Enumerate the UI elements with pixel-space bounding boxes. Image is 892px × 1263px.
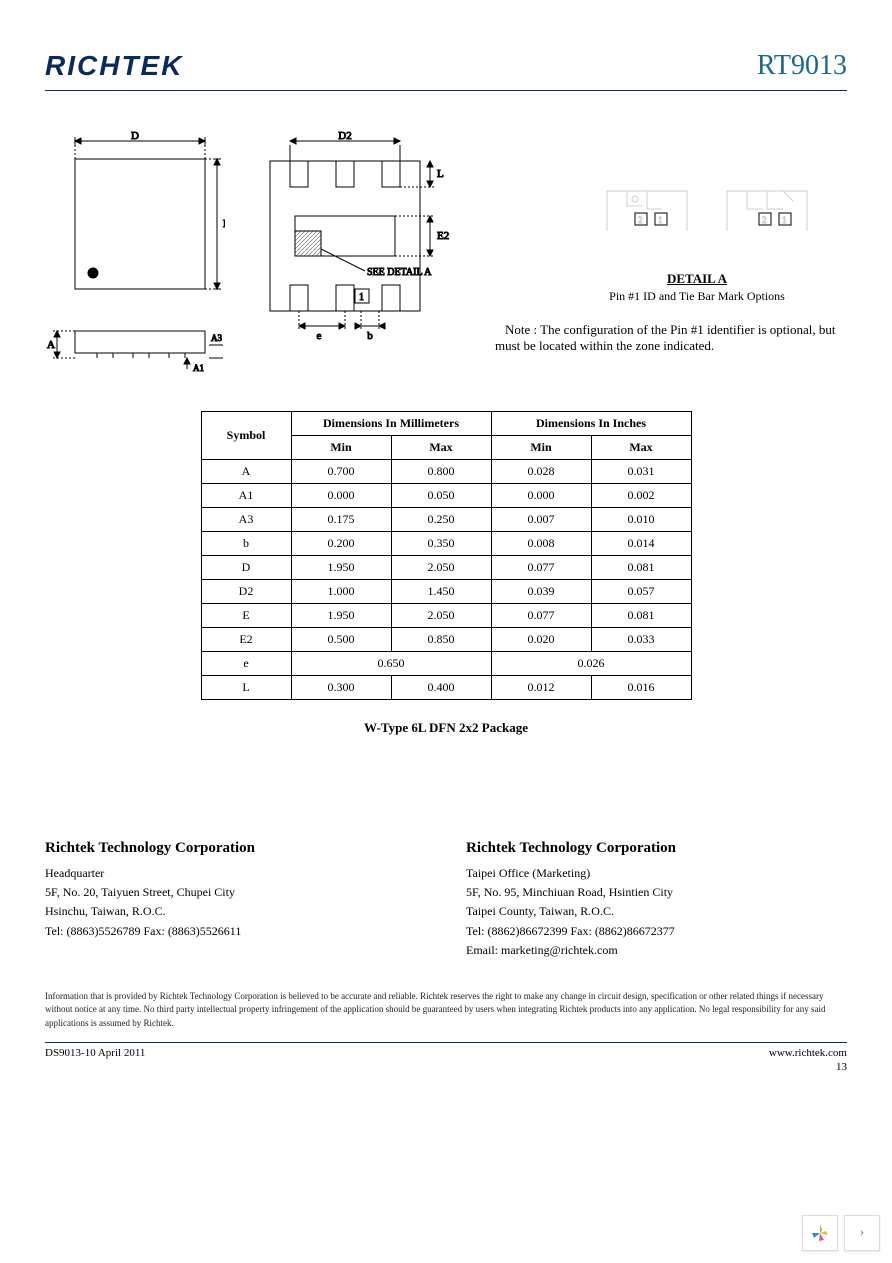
dimensions-tbody: A0.7000.8000.0280.031 A10.0000.0500.0000… <box>201 460 691 700</box>
corp-right-title: Richtek Technology Corporation <box>466 836 847 860</box>
corp-left: Richtek Technology Corporation Headquart… <box>45 836 426 960</box>
corporation-info: Richtek Technology Corporation Headquart… <box>45 836 847 960</box>
detail-a-subtitle: Pin #1 ID and Tie Bar Mark Options <box>547 289 847 304</box>
label-A: A <box>47 339 55 351</box>
corp-line: Tel: (8862)86672399 Fax: (8862)86672377 <box>466 922 847 941</box>
th-symbol: Symbol <box>201 412 291 460</box>
corp-line: Hsinchu, Taiwan, R.O.C. <box>45 902 426 921</box>
page-number: 13 <box>45 1061 847 1073</box>
viewer-toolbar: › <box>802 1215 880 1251</box>
label-E2: E2 <box>437 230 449 242</box>
svg-text:2: 2 <box>638 215 643 225</box>
th-mm-max: Max <box>391 436 491 460</box>
detail-note: Note : The configuration of the Pin #1 i… <box>495 322 847 354</box>
header-rule <box>45 90 847 91</box>
package-caption: W-Type 6L DFN 2x2 Package <box>45 720 847 736</box>
footer-left: DS9013-10 April 2011 <box>45 1047 145 1059</box>
part-number: RT9013 <box>757 50 847 82</box>
bottom-view-diagram: D2 <box>245 131 475 391</box>
detail-a-title: DETAIL A <box>547 271 847 287</box>
corp-line: Taipei County, Taiwan, R.O.C. <box>466 902 847 921</box>
label-D2: D2 <box>338 131 351 142</box>
label-A1: A1 <box>193 363 204 373</box>
th-in: Dimensions In Inches <box>491 412 691 436</box>
bottom-view-svg: D2 <box>245 131 475 371</box>
brand-logo: RICHTEK <box>45 50 183 82</box>
footer-right: www.richtek.com <box>769 1047 847 1059</box>
corp-line: Headquarter <box>45 864 426 883</box>
table-row: L0.3000.4000.0120.016 <box>201 676 691 700</box>
footer-rule <box>45 1042 847 1043</box>
table-row: D21.0001.4500.0390.057 <box>201 580 691 604</box>
corp-right: Richtek Technology Corporation Taipei Of… <box>466 836 847 960</box>
label-e: e <box>317 330 322 342</box>
corp-line: Taipei Office (Marketing) <box>466 864 847 883</box>
table-row: E20.5000.8500.0200.033 <box>201 628 691 652</box>
top-view-diagram: D E <box>45 131 225 391</box>
th-mm: Dimensions In Millimeters <box>291 412 491 436</box>
table-row: E1.9502.0500.0770.081 <box>201 604 691 628</box>
detail-a-block: 1 2 1 2 DETAIL A Pin #1 ID and Tie Bar M… <box>495 131 847 391</box>
svg-text:1: 1 <box>658 215 663 225</box>
th-in-min: Min <box>491 436 591 460</box>
corp-left-title: Richtek Technology Corporation <box>45 836 426 860</box>
label-D: D <box>131 131 139 142</box>
top-view-svg: D E <box>45 131 225 391</box>
table-row: e0.6500.026 <box>201 652 691 676</box>
svg-text:2: 2 <box>762 215 767 225</box>
page-footer: DS9013-10 April 2011 www.richtek.com <box>45 1047 847 1059</box>
table-row: b0.2000.3500.0080.014 <box>201 532 691 556</box>
detail-a-svg: 1 2 1 2 <box>587 131 847 271</box>
corp-line: Tel: (8863)5526789 Fax: (8863)5526611 <box>45 922 426 941</box>
pin1-label: 1 <box>359 292 364 303</box>
svg-text:1: 1 <box>782 215 787 225</box>
app-icon[interactable] <box>802 1215 838 1251</box>
disclaimer-text: Information that is provided by Richtek … <box>45 990 847 1031</box>
corp-line: 5F, No. 20, Taiyuen Street, Chupei City <box>45 883 426 902</box>
table-row: D1.9502.0500.0770.081 <box>201 556 691 580</box>
page-header: RICHTEK RT9013 <box>45 50 847 82</box>
th-in-max: Max <box>591 436 691 460</box>
table-row: A10.0000.0500.0000.002 <box>201 484 691 508</box>
table-row: A30.1750.2500.0070.010 <box>201 508 691 532</box>
corp-line: Email: marketing@richtek.com <box>466 941 847 960</box>
next-page-button[interactable]: › <box>844 1215 880 1251</box>
th-mm-min: Min <box>291 436 391 460</box>
label-A3: A3 <box>211 333 222 343</box>
see-detail-a: SEE DETAIL A <box>367 267 432 278</box>
table-row: A0.7000.8000.0280.031 <box>201 460 691 484</box>
chevron-right-icon: › <box>860 1225 865 1241</box>
dimensions-table: Symbol Dimensions In Millimeters Dimensi… <box>201 411 692 700</box>
label-L: L <box>437 168 444 180</box>
corp-line: 5F, No. 95, Minchiuan Road, Hsintien Cit… <box>466 883 847 902</box>
label-b: b <box>367 330 373 342</box>
label-E: E <box>223 218 225 230</box>
package-diagrams: D E <box>45 131 847 391</box>
